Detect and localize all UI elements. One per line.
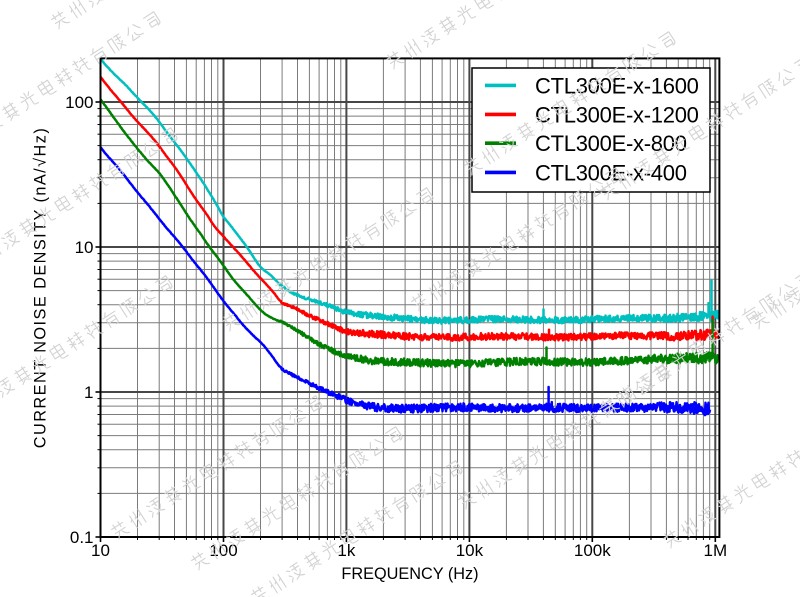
svg-text:FREQUENCY (Hz): FREQUENCY (Hz): [341, 565, 478, 583]
svg-text:100: 100: [65, 93, 93, 112]
svg-text:CTL300E-x-1600: CTL300E-x-1600: [535, 73, 699, 98]
svg-text:CTL300E-x-800: CTL300E-x-800: [535, 131, 687, 156]
svg-text:CTL300E-x-400: CTL300E-x-400: [535, 160, 687, 185]
svg-text:1k: 1k: [337, 541, 355, 560]
svg-text:10: 10: [91, 541, 110, 560]
svg-text:100: 100: [209, 541, 237, 560]
svg-text:1: 1: [84, 383, 93, 402]
svg-text:0.1: 0.1: [70, 528, 94, 547]
svg-text:100k: 100k: [574, 541, 611, 560]
svg-text:10: 10: [75, 238, 94, 257]
svg-text:10k: 10k: [456, 541, 484, 560]
svg-text:1M: 1M: [703, 541, 727, 560]
svg-text:CURRENT NOISE DENSITY (nA/√Hz): CURRENT NOISE DENSITY (nA/√Hz): [32, 127, 50, 448]
